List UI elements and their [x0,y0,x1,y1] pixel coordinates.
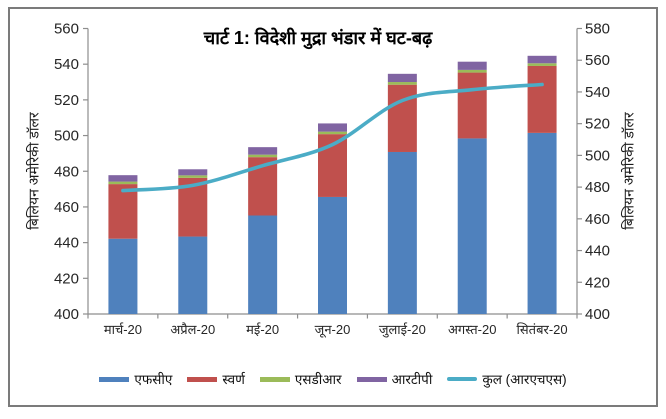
right-axis-tick-label: 440 [585,243,610,260]
left-axis-tick-label: 520 [54,92,79,109]
bar-segment-एसडीआर [318,131,347,135]
left-axis-tick-label: 460 [54,199,79,216]
bar-segment-एसडीआर [457,69,487,73]
legend-label: एसडीआर [294,372,342,387]
left-axis-tick-label: 480 [54,163,79,180]
left-axis-tick-label: 500 [54,128,79,145]
chart-title: चार्ट 1: विदेशी मुद्रा भंडार में घट-बढ़ [203,28,433,48]
bar-segment-एफसीए [387,151,417,314]
total-line [121,82,544,193]
bar-segment-स्वर्ण [527,65,557,133]
legend-item-3: आरटीपी [356,370,433,388]
bar-segment-आरटीपी [178,169,208,176]
legend-item-4: कुल (आरएचएस) [447,370,567,388]
category-label: अगस्त-20 [448,322,497,337]
right-axis-tick-label: 500 [585,147,610,164]
category-label: मार्च-20 [104,322,142,337]
legend-bar-swatch [259,376,290,382]
bar-segment-एफसीए [318,196,347,314]
bar-segment-एसडीआर [527,63,557,66]
right-axis-tick-label: 400 [585,306,610,323]
bar-segment-एफसीए [248,215,278,314]
right-axis-tick-label: 560 [585,52,610,69]
right-axis-tick-label: 580 [585,21,610,38]
bar-segment-आरटीपी [318,123,347,132]
bar-segment-एसडीआर [248,154,278,158]
left-axis-tick-label: 540 [54,56,79,73]
category-label: सितंबर-20 [517,322,568,337]
bar-segment-आरटीपी [527,55,557,64]
bar-segment-एसडीआर [387,82,417,85]
left-axis-tick-label: 440 [54,235,79,252]
bar-segment-आरटीपी [457,61,487,70]
bar-segment-आरटीपी [387,73,417,83]
right-axis-tick-label: 520 [585,116,610,133]
legend-bar-swatch [356,376,387,382]
legend-label: कुल (आरएचएस) [482,372,567,387]
legend-label: आरटीपी [391,372,433,387]
legend-item-1: स्वर्ण [187,370,245,388]
category-label: जून-20 [315,322,351,338]
bar-segment-स्वर्ण [457,72,487,139]
category-label: जुलाई-20 [379,322,426,338]
bar-segment-एसडीआर [178,175,208,178]
legend-line-swatch [447,377,478,381]
bar-segment-एसडीआर [108,181,138,185]
legend-item-2: एसडीआर [259,370,342,388]
bar-segment-एफसीए [527,132,557,314]
right-axis-tick-label: 420 [585,274,610,291]
bar-segment-एफसीए [108,238,138,314]
right-axis-tick-label: 480 [585,179,610,196]
left-axis-tick-label: 420 [54,270,79,287]
bar-segment-एफसीए [178,236,208,314]
bar-segment-आरटीपी [108,175,138,182]
left-axis-tick-label: 400 [54,306,79,323]
left-axis-tick-label: 560 [54,21,79,38]
bar-segment-आरटीपी [248,147,278,155]
category-label: अप्रैल-20 [170,322,215,337]
right-axis-tick-label: 540 [585,84,610,101]
legend-label: स्वर्ण [222,372,245,387]
legend-item-0: एफसीए [99,370,172,388]
bar-segment-स्वर्ण [108,184,138,239]
bar-segment-एफसीए [457,138,487,314]
right-axis-tick-label: 460 [585,211,610,228]
legend-label: एफसीए [134,372,173,387]
bar-segment-स्वर्ण [387,84,417,152]
category-label: मई-20 [246,322,279,337]
legend: एफसीए स्वर्ण एसडीआर आरटीपी कुल (आरएचएस) [30,367,636,391]
legend-bar-swatch [99,376,130,382]
legend-bar-swatch [187,376,218,382]
